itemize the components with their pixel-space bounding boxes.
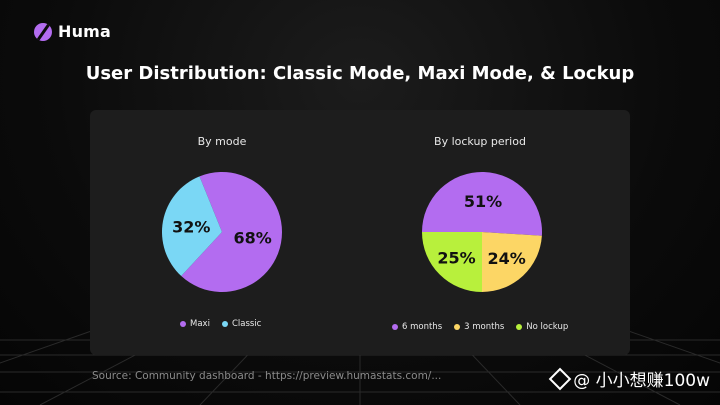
- pie-label-no-lockup: 25%: [437, 248, 475, 267]
- legend-dot-icon: [454, 324, 461, 330]
- watermark-text: @ 小小想赚100w: [573, 371, 710, 391]
- pie-slice-6-months: [422, 172, 542, 236]
- legend-by-mode: Maxi Classic: [180, 319, 261, 329]
- pie-slice-3-months: [482, 232, 542, 292]
- legend-label: 3 months: [464, 322, 505, 332]
- pie-slice-maxi: [181, 172, 282, 292]
- pie-slice-no-lockup: [422, 232, 482, 292]
- source-note: Source: Community dashboard - https://pr…: [92, 370, 442, 382]
- legend-label: Classic: [231, 319, 262, 329]
- legend-label: No lockup: [526, 322, 569, 332]
- legend-dot-icon: [221, 321, 228, 327]
- binance-icon: [548, 367, 572, 390]
- pie-label-3-months: 24%: [487, 249, 525, 268]
- page-title: User Distribution: Classic Mode, Maxi Mo…: [85, 63, 635, 84]
- legend-dot-icon: [516, 324, 523, 330]
- pie-label-classic: 32%: [172, 217, 210, 236]
- watermark: @ 小小想赚100w: [548, 366, 710, 391]
- legend-item-no-lockup: No lockup: [516, 322, 568, 332]
- legend-dot-icon: [392, 324, 398, 330]
- chart-title-by-lockup: By lockup period: [434, 135, 526, 148]
- brand: Huma: [34, 22, 111, 41]
- pie-label-6-months: 51%: [464, 192, 502, 211]
- pie-chart-by-lockup: 51% 24% 25%: [422, 172, 542, 292]
- legend-item-3-months: 3 months: [454, 322, 504, 332]
- legend-item-maxi: Maxi: [180, 319, 210, 329]
- legend-by-lockup: 6 months 3 months No lockup: [392, 322, 568, 332]
- pie-chart-by-mode: 68% 32%: [162, 172, 282, 292]
- legend-label: 6 months: [402, 322, 443, 332]
- brand-name: Huma: [58, 22, 112, 41]
- pie-label-maxi: 68%: [234, 229, 272, 248]
- legend-item-6-months: 6 months: [392, 322, 442, 332]
- legend-dot-icon: [180, 321, 186, 327]
- huma-logo-icon: [34, 22, 52, 41]
- pie-slice-classic: [162, 176, 222, 277]
- legend-item-classic: Classic: [221, 319, 262, 329]
- chart-title-by-mode: By mode: [197, 135, 247, 148]
- legend-label: Maxi: [190, 319, 210, 329]
